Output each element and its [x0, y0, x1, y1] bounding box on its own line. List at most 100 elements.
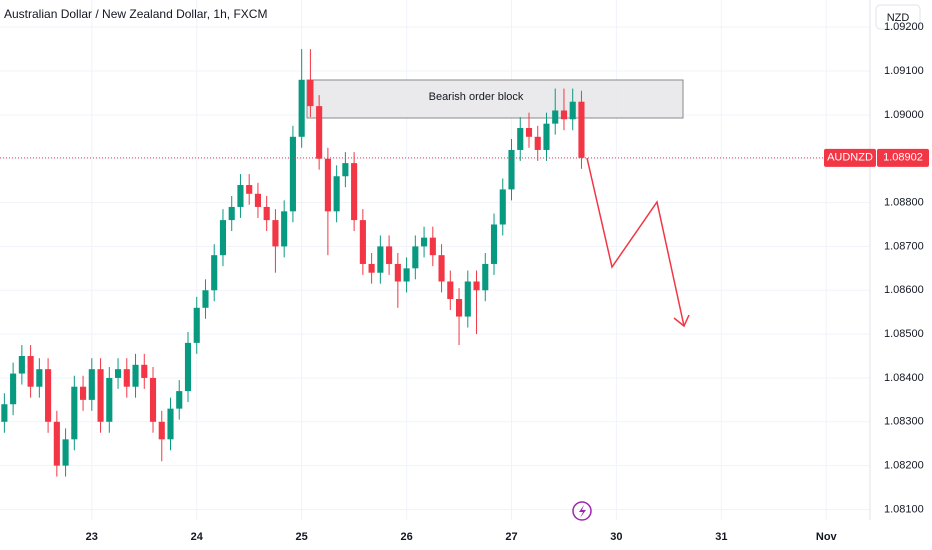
candle-body — [158, 421, 165, 440]
y-tick-label: 1.08400 — [884, 372, 924, 384]
y-tick-label: 1.08800 — [884, 196, 924, 208]
candle-body — [202, 290, 209, 308]
candle-body — [490, 224, 498, 264]
candle-body — [552, 110, 559, 124]
x-tick-label: 27 — [505, 531, 517, 543]
candle-body — [534, 136, 541, 150]
candle-body — [114, 369, 122, 378]
candle-body — [167, 408, 174, 440]
currency-box[interactable] — [875, 4, 921, 30]
y-tick-label: 1.08200 — [884, 460, 924, 472]
candle-body — [123, 369, 130, 387]
candle-body — [499, 189, 506, 225]
x-tick-label: 30 — [610, 531, 622, 543]
candle-body — [228, 206, 235, 221]
y-tick-label: 1.08300 — [884, 416, 924, 428]
projection-arrow — [586, 157, 685, 327]
candle-body — [176, 391, 183, 409]
candle-body — [324, 158, 331, 212]
candle-body — [62, 439, 69, 466]
candle-body — [27, 356, 34, 387]
candle-body — [80, 386, 87, 400]
candle-body — [97, 369, 104, 422]
order-block — [306, 79, 684, 119]
x-tick-label: 26 — [400, 531, 412, 543]
candle-body — [508, 149, 515, 190]
price-tag — [877, 148, 929, 167]
candle-body — [149, 377, 157, 422]
candle-body — [482, 263, 489, 291]
y-tick-label: 1.09100 — [884, 65, 924, 77]
candle-body — [359, 220, 366, 264]
candle-body — [333, 176, 340, 212]
candle-body — [307, 79, 314, 107]
candle-body — [351, 163, 358, 221]
candle-body — [386, 246, 393, 264]
arrow-head — [673, 314, 690, 328]
candle-body — [1, 404, 8, 422]
candle-body — [473, 281, 480, 291]
x-tick-label: Nov — [816, 531, 838, 543]
candle-body — [342, 163, 349, 177]
candle-body — [368, 263, 375, 273]
candle-body — [254, 193, 261, 207]
y-tick-label: 1.09000 — [884, 109, 924, 121]
candle-body — [421, 237, 428, 247]
candle-body — [141, 364, 148, 378]
x-tick-label: 24 — [191, 531, 204, 543]
x-tick-label: 23 — [86, 531, 98, 543]
candle-body — [193, 307, 200, 343]
candle-body — [289, 136, 296, 212]
x-tick-label: 31 — [715, 531, 727, 543]
chart-title: Australian Dollar / New Zealand Dollar, … — [4, 7, 267, 21]
candle-body — [377, 246, 384, 273]
candle-body — [263, 206, 270, 221]
candle-body — [211, 255, 218, 291]
candle-body — [429, 237, 436, 256]
candle-body — [184, 342, 192, 392]
candle-body — [132, 364, 139, 387]
candle-body — [219, 220, 227, 256]
candle-body — [10, 373, 17, 405]
candle-body — [272, 220, 279, 247]
candle-body — [36, 369, 43, 387]
candle-body — [517, 128, 524, 150]
y-tick-label: 1.08100 — [884, 503, 924, 515]
candle-body — [18, 356, 25, 374]
lightning — [579, 505, 586, 518]
candle-body — [281, 211, 288, 247]
y-tick-label: 1.08600 — [884, 284, 924, 296]
candle-body — [88, 369, 95, 400]
candle-body — [560, 110, 568, 120]
y-tick-label: 1.09200 — [884, 21, 924, 33]
currency: NZD — [887, 12, 910, 24]
candle-body — [298, 79, 305, 137]
y-tick-label: 1.08500 — [884, 328, 924, 340]
last-price-label: 1.08902 — [883, 152, 923, 164]
candle-body — [438, 255, 445, 282]
symbol-tag — [824, 148, 876, 167]
candle-body — [246, 185, 253, 194]
candle-body — [412, 246, 419, 269]
candle-body — [71, 386, 78, 440]
candle-body — [455, 299, 463, 317]
candle-body — [447, 281, 454, 300]
candle-body — [53, 421, 60, 466]
candle-body — [106, 377, 113, 422]
candle-body — [45, 369, 52, 422]
candle-body — [525, 128, 533, 137]
candle-body — [569, 101, 576, 120]
candle-body — [394, 263, 401, 282]
y-tick-label: 1.08700 — [884, 240, 924, 252]
candle-body — [237, 185, 244, 207]
x-tick-label: 25 — [296, 531, 308, 543]
annotation: Bearish order block — [429, 91, 524, 103]
symbol-label: AUDNZD — [827, 152, 873, 164]
candle-body — [578, 101, 585, 158]
candle-body — [316, 106, 323, 159]
event-icon[interactable] — [572, 501, 592, 521]
candle-body — [464, 281, 471, 317]
candle-body — [543, 123, 550, 150]
candle-body — [403, 268, 410, 282]
